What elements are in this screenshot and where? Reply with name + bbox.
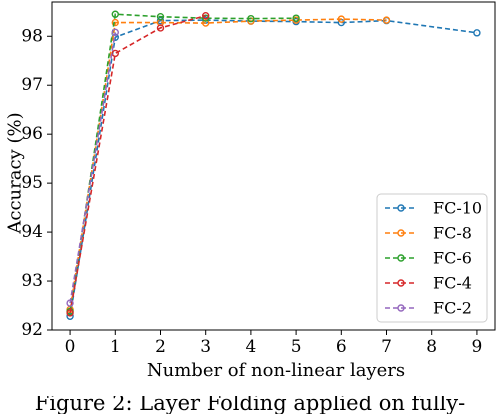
y-tick-label: 98 — [21, 26, 43, 46]
data-point — [337, 15, 346, 23]
series-line — [69, 18, 387, 310]
series-line — [69, 13, 297, 312]
x-tick-label: 7 — [381, 337, 392, 357]
legend-label: FC-6 — [433, 249, 472, 268]
data-point — [201, 19, 210, 27]
legend: FC-10 FC-8 FC-6 FC-4 FC-2 — [376, 193, 488, 323]
x-tick-label: 2 — [155, 337, 166, 357]
series-line — [69, 19, 478, 317]
legend-box — [376, 193, 488, 323]
series-line — [69, 32, 117, 304]
series-layer — [66, 10, 481, 320]
y-tick-label: 97 — [21, 75, 43, 95]
svg-text:Accuracy (%): Accuracy (%) — [5, 112, 26, 234]
y-tick-label: 94 — [21, 222, 43, 242]
x-tick-label: 6 — [336, 337, 347, 357]
legend-label: FC-2 — [433, 299, 472, 318]
data-point — [156, 24, 165, 32]
x-axis-label: Number of non-linear layers — [147, 360, 405, 381]
data-point — [66, 312, 74, 320]
data-point — [111, 28, 119, 37]
series-fc-4 — [66, 12, 210, 317]
series-fc-8 — [66, 15, 391, 314]
data-point — [66, 309, 74, 317]
x-tick-label: 5 — [291, 337, 302, 357]
series-fc-2 — [66, 28, 119, 307]
y-axis-label: Accuracy (%) — [5, 112, 26, 234]
legend-marker — [397, 229, 405, 237]
y-tick-label: 96 — [21, 124, 43, 144]
y-tick-label: 95 — [21, 173, 43, 193]
data-point — [156, 12, 165, 21]
data-point — [111, 49, 119, 58]
figure-caption: Figure 2: Layer Folding applied on fully… — [34, 396, 466, 414]
legend-label: FC-4 — [433, 274, 472, 293]
x-tick-label: 9 — [472, 337, 483, 357]
x-tick-label: 0 — [65, 337, 76, 357]
legend-marker — [397, 304, 405, 312]
y-tick-label: 93 — [21, 271, 43, 291]
data-point — [247, 14, 255, 23]
line-chart: Accuracy (%) Number of non-linear layers… — [5, 1, 496, 381]
legend-marker — [397, 254, 405, 262]
ticks: 0 1 2 3 4 5 6 7 8 9 92 93 94 95 96 97 98 — [21, 26, 482, 357]
data-point — [201, 12, 210, 20]
plot-frame — [51, 1, 496, 331]
data-point — [473, 29, 481, 37]
data-point — [111, 18, 119, 27]
legend-marker — [397, 204, 405, 212]
data-point — [201, 14, 210, 22]
legend-label: FC-10 — [433, 199, 482, 218]
y-tick-label: 92 — [21, 320, 43, 340]
legend-label: FC-8 — [433, 224, 472, 243]
legend-marker — [397, 279, 405, 287]
data-point — [292, 14, 300, 22]
x-tick-label: 1 — [110, 337, 121, 357]
series-line — [69, 14, 206, 314]
data-point — [111, 10, 119, 18]
data-point — [382, 16, 391, 24]
x-tick-label: 4 — [245, 337, 256, 357]
data-point — [66, 299, 74, 307]
x-tick-label: 3 — [200, 337, 211, 357]
x-tick-label: 8 — [426, 337, 437, 357]
series-fc-6 — [66, 10, 300, 316]
